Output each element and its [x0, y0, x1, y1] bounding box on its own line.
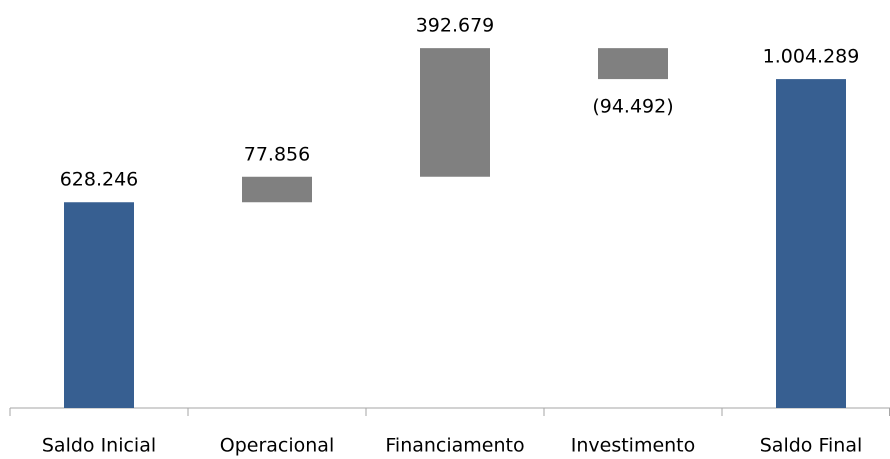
value-label: 392.679 [416, 15, 495, 37]
bar [776, 79, 846, 409]
x-tick-label: Financiamento [385, 435, 524, 457]
bar [64, 202, 134, 408]
x-tick-label: Investimento [571, 435, 696, 457]
value-label: 628.246 [60, 169, 139, 191]
value-label: (94.492) [592, 96, 673, 118]
value-label: 1.004.289 [763, 46, 860, 68]
x-tick-label: Operacional [220, 435, 334, 457]
x-tick-label: Saldo Final [760, 435, 863, 457]
x-tick-label: Saldo Inicial [42, 435, 156, 457]
value-label: 77.856 [244, 143, 310, 165]
bar [420, 48, 490, 177]
bar [598, 48, 668, 80]
bar [242, 176, 312, 203]
